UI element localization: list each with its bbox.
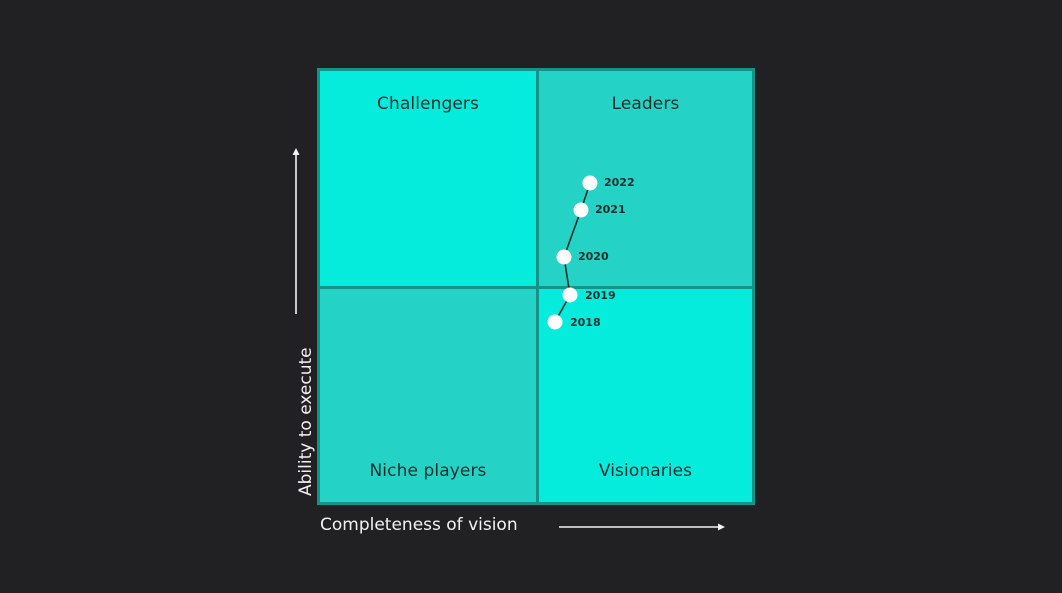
point-2020 (556, 249, 572, 265)
year-label-2020: 2020 (578, 250, 609, 263)
quadrant-challengers: Challengers (320, 71, 536, 286)
y-axis-label: Ability to execute (296, 347, 316, 496)
quadrant-label-challengers: Challengers (377, 94, 479, 114)
point-2018 (547, 314, 563, 330)
quadrant-leaders: Leaders (539, 71, 752, 286)
x-axis-label: Completeness of vision (320, 515, 518, 535)
point-2019 (562, 287, 578, 303)
x-axis-arrow-icon (559, 523, 725, 531)
year-label-2019: 2019 (585, 289, 616, 302)
year-label-2022: 2022 (604, 176, 635, 189)
quadrant-label-leaders: Leaders (611, 94, 680, 114)
point-2021 (573, 202, 589, 218)
point-2022 (582, 175, 598, 191)
quadrant-grid: Challengers Leaders Niche players Vision… (317, 68, 755, 505)
year-label-2021: 2021 (595, 203, 626, 216)
quadrant-niche-players: Niche players (320, 289, 536, 502)
year-label-2018: 2018 (570, 316, 601, 329)
quadrant-label-niche-players: Niche players (369, 461, 487, 481)
quadrant-visionaries: Visionaries (539, 289, 752, 502)
quadrant-label-visionaries: Visionaries (598, 461, 693, 481)
y-axis-arrow-icon (292, 148, 300, 314)
